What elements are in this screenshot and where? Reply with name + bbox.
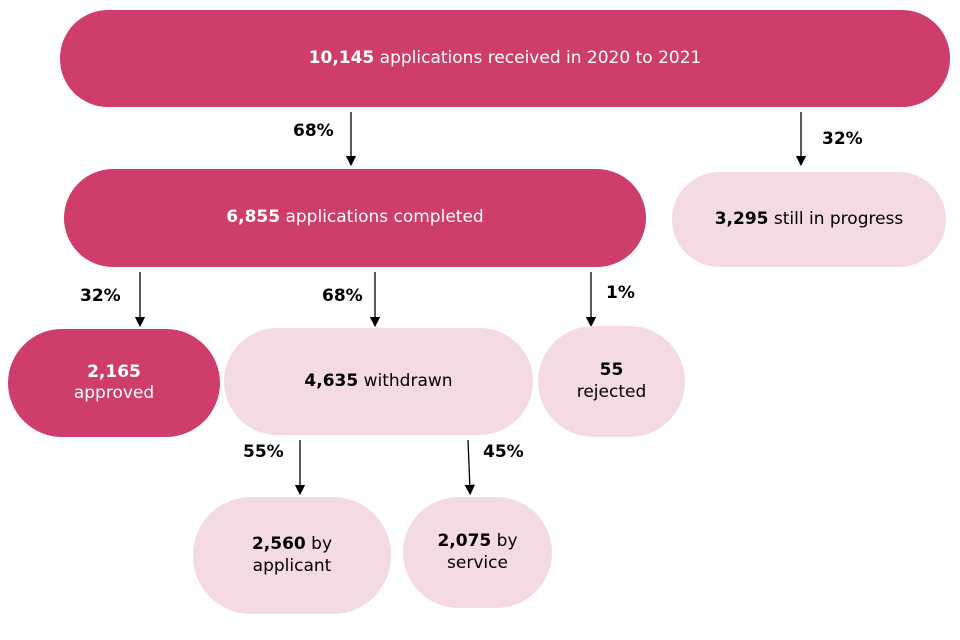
applicant-label-a: by [311,534,333,555]
rejected-value: 55 [599,360,624,381]
service-value: 2,075 [437,531,492,552]
applicant-value: 2,560 [251,534,306,555]
node-approved: 2,165 approved [8,329,220,437]
node-applications-completed: 6,855 applications completed [64,169,646,267]
completed-label: applications completed [285,207,484,228]
node-applications-received: 10,145 applications received in 2020 to … [60,10,950,107]
withdrawn-value: 4,635 [304,370,359,391]
pct-received-to-in-progress: 32% [822,129,863,149]
node-still-in-progress: 3,295 still in progress [672,172,946,267]
received-label: applications received in 2020 to 2021 [379,47,702,68]
pct-withdrawn-to-service: 45% [483,442,524,462]
rejected-label: rejected [576,381,647,402]
arrow-withdrawn-to-service [464,439,475,496]
pct-completed-to-approved: 32% [80,286,121,306]
approved-label: approved [73,383,155,403]
node-by-applicant: 2,560 by applicant [193,497,391,614]
in-progress-label: still in progress [773,208,904,229]
pct-withdrawn-to-applicant: 55% [243,442,284,462]
node-withdrawn: 4,635 withdrawn [224,328,533,435]
node-rejected: 55 rejected [538,326,685,437]
service-label-b: service [447,552,508,573]
withdrawn-label: withdrawn [363,370,453,391]
pct-completed-to-rejected: 1% [606,283,635,303]
received-value: 10,145 [308,47,375,68]
completed-value: 6,855 [226,207,281,228]
pct-completed-to-withdrawn: 68% [322,286,363,306]
approved-value: 2,165 [87,361,141,382]
node-by-service: 2,075 by service [403,497,552,608]
service-label-a: by [496,531,518,552]
in-progress-value: 3,295 [714,208,769,229]
pct-received-to-completed: 68% [293,121,334,141]
applicant-label-b: applicant [252,555,332,576]
